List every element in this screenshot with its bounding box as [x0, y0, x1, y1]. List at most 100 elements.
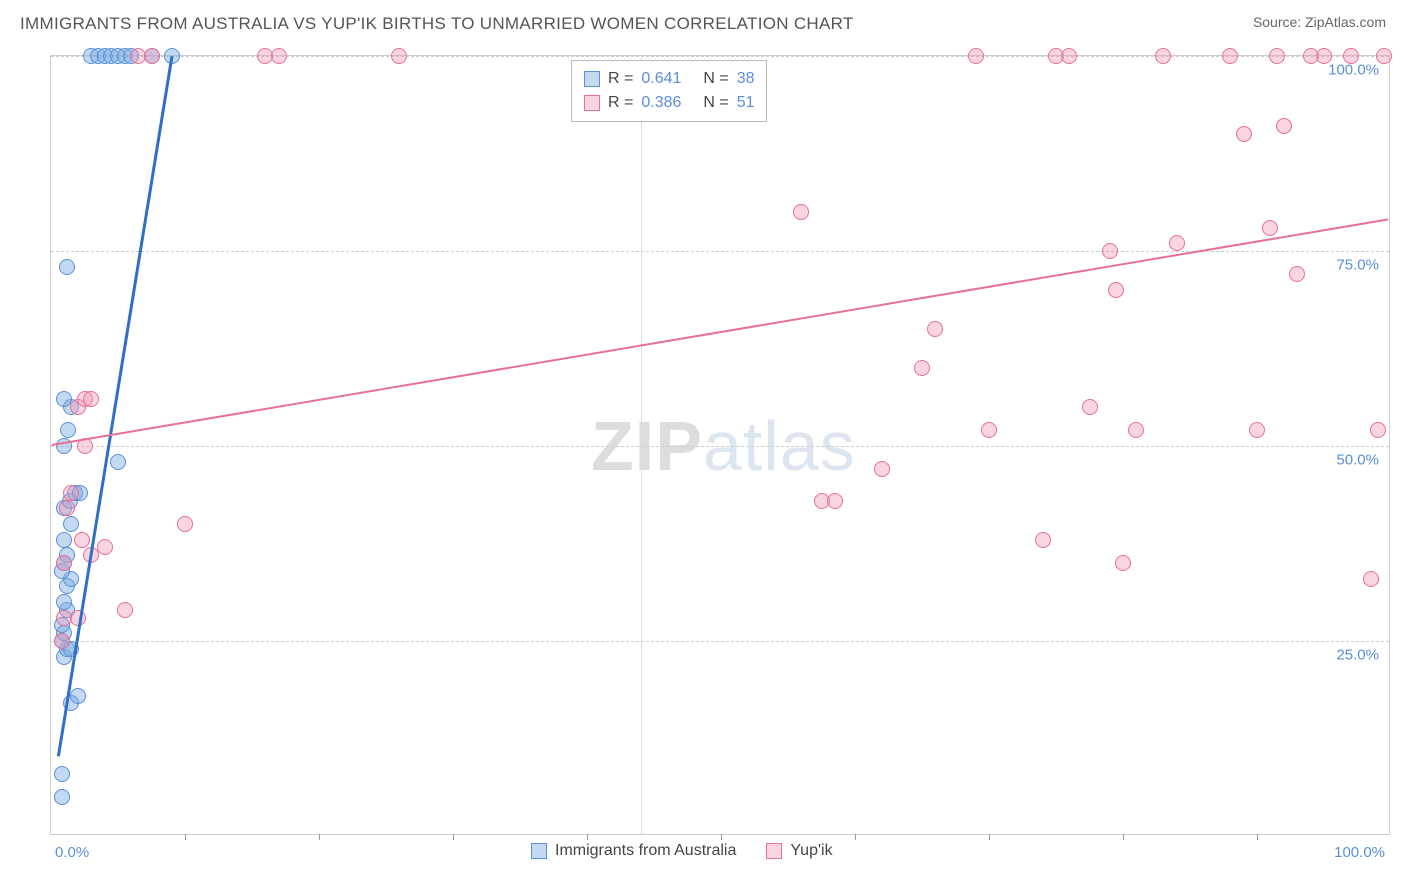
title-bar: IMMIGRANTS FROM AUSTRALIA VS YUP'IK BIRT… [0, 0, 1406, 48]
data-point [70, 688, 86, 704]
data-point [1289, 266, 1305, 282]
trendlines-svg [51, 56, 1389, 834]
data-point [1108, 282, 1124, 298]
chart-container: IMMIGRANTS FROM AUSTRALIA VS YUP'IK BIRT… [0, 0, 1406, 892]
r-value: 0.641 [641, 70, 695, 88]
gridline-horizontal [51, 56, 1389, 57]
n-value: 51 [737, 94, 755, 112]
legend-swatch [584, 71, 600, 87]
series-name: Immigrants from Australia [555, 842, 736, 860]
data-point [1115, 555, 1131, 571]
data-point [1102, 243, 1118, 259]
y-tick-label: 75.0% [1336, 257, 1379, 274]
data-point [1343, 48, 1359, 64]
x-tick-mark [855, 834, 856, 840]
gridline-horizontal [51, 251, 1389, 252]
data-point [927, 321, 943, 337]
data-point [63, 485, 79, 501]
series-legend: Immigrants from Australia Yup'ik [531, 842, 833, 860]
data-point [271, 48, 287, 64]
data-point [54, 789, 70, 805]
correlation-legend-row: R = 0.386 N = 51 [584, 91, 754, 115]
legend-swatch [531, 843, 547, 859]
data-point [56, 555, 72, 571]
data-point [874, 461, 890, 477]
x-tick-mark [185, 834, 186, 840]
y-tick-label: 25.0% [1336, 647, 1379, 664]
correlation-legend-row: R = 0.641 N = 38 [584, 67, 754, 91]
data-point [164, 48, 180, 64]
gridline-horizontal [51, 641, 1389, 642]
data-point [1316, 48, 1332, 64]
data-point [59, 500, 75, 516]
data-point [97, 539, 113, 555]
series-legend-item: Yup'ik [766, 842, 832, 860]
data-point [1035, 532, 1051, 548]
data-point [177, 516, 193, 532]
gridline-horizontal [51, 446, 1389, 447]
data-point [1262, 220, 1278, 236]
x-tick-label: 100.0% [1334, 844, 1385, 861]
data-point [70, 610, 86, 626]
source-label: Source: ZipAtlas.com [1253, 14, 1386, 30]
data-point [56, 438, 72, 454]
data-point [56, 532, 72, 548]
data-point [1236, 126, 1252, 142]
data-point [1222, 48, 1238, 64]
x-tick-mark [1123, 834, 1124, 840]
x-tick-label: 0.0% [55, 844, 89, 861]
plot-area: ZIPatlas 25.0%50.0%75.0%100.0%0.0%100.0%… [50, 55, 1390, 835]
r-label: R = [608, 94, 633, 112]
x-tick-mark [1257, 834, 1258, 840]
data-point [144, 48, 160, 64]
n-value: 38 [737, 70, 755, 88]
data-point [77, 438, 93, 454]
data-point [981, 422, 997, 438]
data-point [54, 766, 70, 782]
data-point [83, 391, 99, 407]
data-point [1169, 235, 1185, 251]
n-label: N = [703, 94, 728, 112]
data-point [54, 633, 70, 649]
x-tick-mark [319, 834, 320, 840]
data-point [56, 594, 72, 610]
series-legend-item: Immigrants from Australia [531, 842, 736, 860]
data-point [117, 602, 133, 618]
data-point [1269, 48, 1285, 64]
r-label: R = [608, 70, 633, 88]
legend-swatch [766, 843, 782, 859]
data-point [1155, 48, 1171, 64]
data-point [914, 360, 930, 376]
data-point [1276, 118, 1292, 134]
gridline-vertical [641, 56, 642, 834]
x-tick-mark [721, 834, 722, 840]
series-name: Yup'ik [790, 842, 832, 860]
data-point [1128, 422, 1144, 438]
data-point [1363, 571, 1379, 587]
data-point [1376, 48, 1392, 64]
r-value: 0.386 [641, 94, 695, 112]
data-point [1249, 422, 1265, 438]
chart-title: IMMIGRANTS FROM AUSTRALIA VS YUP'IK BIRT… [20, 14, 854, 34]
data-point [1061, 48, 1077, 64]
y-tick-label: 100.0% [1328, 62, 1379, 79]
trendline [52, 219, 1389, 445]
data-point [60, 422, 76, 438]
correlation-legend: R = 0.641 N = 38 R = 0.386 N = 51 [571, 60, 767, 122]
x-tick-mark [989, 834, 990, 840]
data-point [968, 48, 984, 64]
data-point [74, 532, 90, 548]
y-tick-label: 50.0% [1336, 452, 1379, 469]
data-point [110, 454, 126, 470]
x-tick-mark [587, 834, 588, 840]
data-point [1370, 422, 1386, 438]
data-point [827, 493, 843, 509]
n-label: N = [703, 70, 728, 88]
data-point [59, 259, 75, 275]
data-point [793, 204, 809, 220]
data-point [63, 516, 79, 532]
legend-swatch [584, 95, 600, 111]
x-tick-mark [453, 834, 454, 840]
data-point [1082, 399, 1098, 415]
data-point [391, 48, 407, 64]
